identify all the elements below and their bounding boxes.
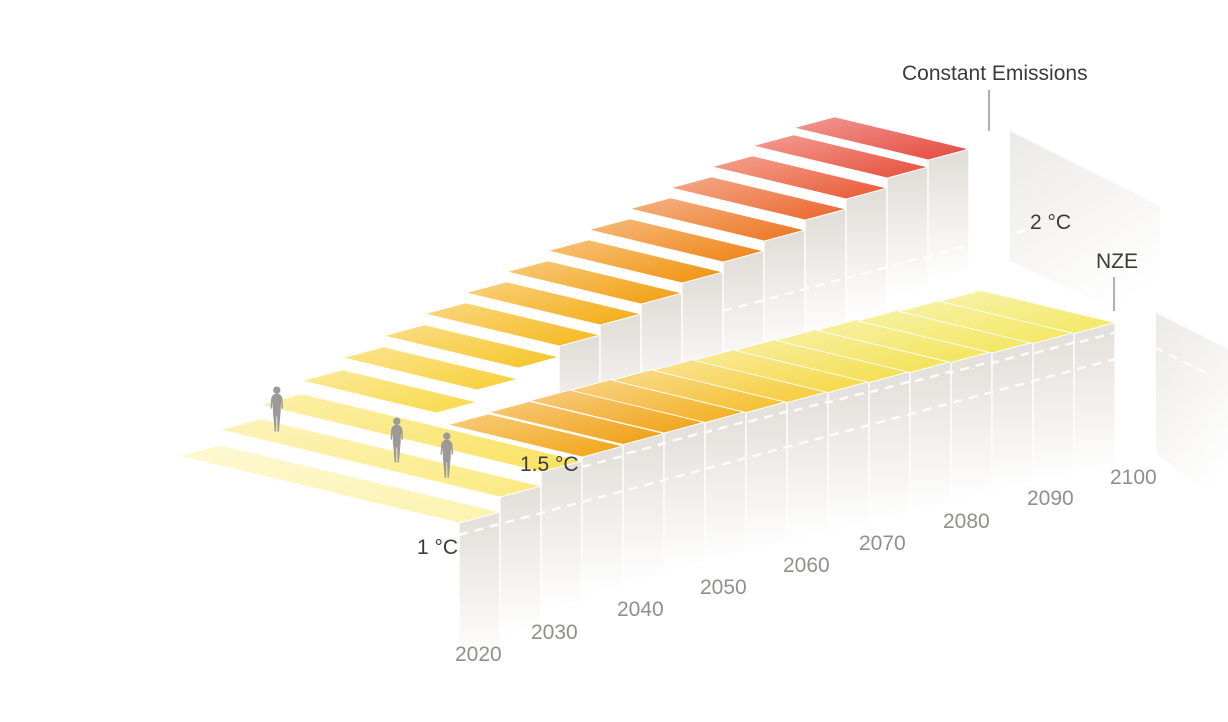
- year-label: 2100: [1110, 466, 1157, 489]
- year-label: 2090: [1027, 487, 1074, 510]
- constant-emissions-annotation: Constant Emissions: [902, 62, 1088, 85]
- gridline-label-2c: 2 °C: [1030, 211, 1072, 234]
- figures-group: [270, 386, 454, 478]
- gridline-1c-dash: [458, 346, 1209, 537]
- nze-stairs: [447, 289, 1116, 458]
- human-silhouette: [390, 417, 404, 463]
- constant-emissions-stairs: [301, 116, 970, 414]
- nze-annotation: NZE: [1096, 250, 1138, 273]
- gridline-1-5c-dash: [581, 331, 1116, 469]
- shared-stairs: [178, 393, 583, 524]
- gridline-2c-dash: [722, 226, 1034, 313]
- nze-endcap: [1156, 313, 1228, 510]
- year-label: 2030: [531, 621, 578, 644]
- year-label: 2040: [617, 598, 664, 621]
- year-label: 2050: [700, 576, 747, 599]
- year-label: 2020: [455, 643, 502, 666]
- human-silhouette: [270, 386, 284, 432]
- gridline-label-1c: 1 °C: [417, 536, 459, 559]
- constant-emissions-endcap: [1010, 131, 1160, 331]
- year-label: 2080: [943, 510, 990, 533]
- year-label: 2060: [783, 554, 830, 577]
- front-wall: [458, 321, 1116, 664]
- gridline-label-1-5c: 1.5 °C: [520, 453, 579, 476]
- year-label: 2070: [859, 532, 906, 555]
- human-silhouette: [440, 432, 454, 478]
